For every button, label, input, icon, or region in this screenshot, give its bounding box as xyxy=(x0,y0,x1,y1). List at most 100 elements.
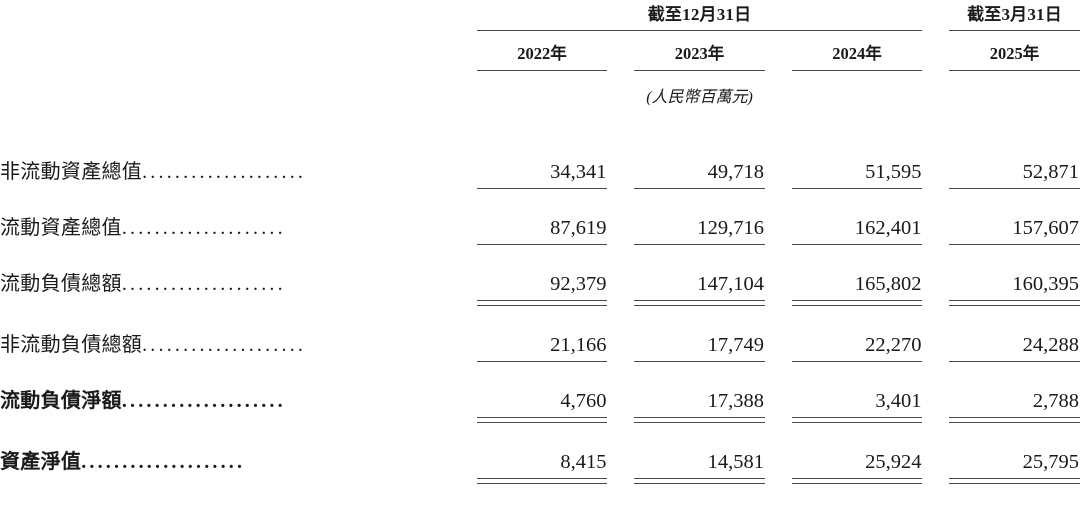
pad-cell xyxy=(0,189,1080,211)
financial-summary-table: 截至12月31日 截至3月31日 2022年 2023年 xyxy=(0,0,1080,484)
header-group-rule-dec31 xyxy=(476,30,923,31)
table-row: 非流動負債總額.................... 21,166 17,74… xyxy=(0,328,1080,361)
row-rule-row-double xyxy=(0,417,1080,423)
row-pad xyxy=(0,306,1080,328)
row-rule-cell xyxy=(634,417,765,423)
row-label-text: 資產淨值 xyxy=(0,451,82,473)
cell-gap xyxy=(922,445,949,478)
cell-value: 165,802 xyxy=(854,273,922,295)
column-header-2024: 2024年 xyxy=(832,44,882,63)
row-rule-row xyxy=(0,188,1080,189)
cell-value: 17,388 xyxy=(707,390,764,412)
row-rule-cell xyxy=(476,417,608,423)
row-double-underline xyxy=(476,417,608,423)
column-rule-2024 xyxy=(791,70,923,71)
cell-value: 21,166 xyxy=(550,334,607,356)
row-pad xyxy=(0,189,1080,211)
row-label-text: 非流動負債總額 xyxy=(0,334,143,356)
row-rule-row-double xyxy=(0,478,1080,484)
year-rule-cell-2022 xyxy=(476,70,608,71)
row-underline xyxy=(949,244,1080,245)
row-double-underline xyxy=(949,300,1080,306)
row-rule-cell xyxy=(476,188,608,189)
table-row: 流動資產總值.................... 87,619 129,71… xyxy=(0,211,1080,244)
row-double-underline xyxy=(791,478,923,484)
cell-value: 49,718 xyxy=(707,161,764,183)
cell-value: 34,341 xyxy=(550,161,607,183)
table-row: 流動負債淨額.................... 4,760 17,388 … xyxy=(0,384,1080,417)
row-double-underline xyxy=(634,478,765,484)
row-label-cell: 資產淨值.................... xyxy=(0,445,477,478)
row-rule-cell xyxy=(634,478,765,484)
cell-value: 4,760 xyxy=(560,390,607,412)
header-corner-cell xyxy=(0,0,477,30)
row-underline xyxy=(791,188,923,189)
cell-gap xyxy=(607,211,634,244)
cell-value: 25,795 xyxy=(1022,451,1079,473)
cell-gap xyxy=(607,155,634,188)
leader-dots: .................... xyxy=(121,217,286,239)
cell-gap xyxy=(765,211,792,244)
leader-dots: .................... xyxy=(142,334,307,356)
row-double-underline xyxy=(634,417,765,423)
cell-gap xyxy=(922,211,949,244)
row-label-cell: 流動負債淨額.................... xyxy=(0,384,477,417)
rule-cell-mar31 xyxy=(949,30,1080,31)
unit-note-row: (人民幣百萬元) xyxy=(0,71,1080,111)
cell-value: 25,924 xyxy=(865,451,922,473)
cell-value: 17,749 xyxy=(707,334,764,356)
row-rule-cell xyxy=(791,361,923,362)
row-double-underline xyxy=(949,478,1080,484)
cell-value: 3,401 xyxy=(875,390,922,412)
header-year-rule-row xyxy=(0,70,1080,71)
row-double-underline xyxy=(634,300,765,306)
cell-value: 129,716 xyxy=(697,217,764,239)
header-year-corner xyxy=(0,31,477,70)
row-label-cell: 流動負債總額.................... xyxy=(0,267,477,300)
row-rule-cell xyxy=(791,417,923,423)
cell-gap xyxy=(607,445,634,478)
row-pad xyxy=(0,362,1080,384)
pad-cell xyxy=(0,306,1080,328)
row-rule-spacer xyxy=(0,478,477,484)
row-underline xyxy=(791,361,923,362)
leader-dots: .................... xyxy=(121,273,286,295)
cell-gap xyxy=(607,267,634,300)
cell-gap xyxy=(922,155,949,188)
cell-gap xyxy=(765,155,792,188)
row-rule-cell xyxy=(634,188,765,189)
row-rule-cell xyxy=(949,417,1080,423)
header-year-gap-1 xyxy=(607,31,634,70)
header-group-dec31: 截至12月31日 xyxy=(647,5,752,24)
cell-gap xyxy=(922,384,949,417)
cell-value: 157,607 xyxy=(1012,217,1079,239)
row-underline xyxy=(634,361,765,362)
cell-gap xyxy=(922,267,949,300)
unit-note-gap xyxy=(922,71,949,111)
row-rule-cell xyxy=(476,244,608,245)
row-rule-cell xyxy=(634,361,765,362)
row-rule-gap xyxy=(765,478,792,484)
year-rule-cell-2023 xyxy=(634,70,765,71)
cell-value: 2,788 xyxy=(1032,390,1079,412)
cell-gap xyxy=(607,384,634,417)
cell-gap xyxy=(765,328,792,361)
row-rule-row-double xyxy=(0,300,1080,306)
row-label-text: 流動負債淨額 xyxy=(0,390,122,412)
row-underline xyxy=(791,244,923,245)
pad-cell xyxy=(0,362,1080,384)
row-double-underline xyxy=(791,417,923,423)
row-double-underline xyxy=(476,300,608,306)
row-double-underline xyxy=(791,300,923,306)
cell-gap xyxy=(607,328,634,361)
row-rule-cell xyxy=(476,361,608,362)
row-rule-row xyxy=(0,361,1080,362)
cell-value: 147,104 xyxy=(697,273,764,295)
pad-cell xyxy=(0,423,1080,445)
row-rule-cell xyxy=(791,300,923,306)
rule-cell-dec31 xyxy=(476,30,923,31)
column-rule-2022 xyxy=(476,70,608,71)
table-row: 資產淨值.................... 8,415 14,581 25… xyxy=(0,445,1080,478)
row-label-text: 非流動資產總值 xyxy=(0,161,143,183)
row-rule-cell xyxy=(949,188,1080,189)
